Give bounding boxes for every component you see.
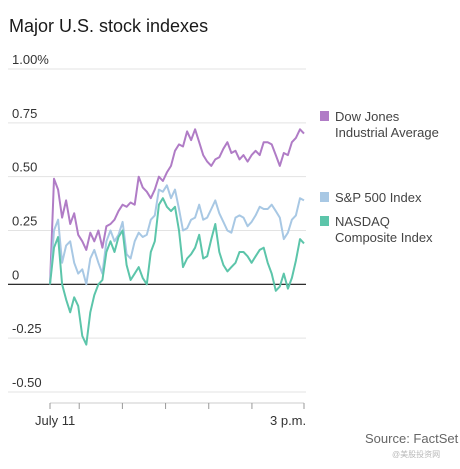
source-note: Source: FactSet [365,431,459,446]
series-line-1 [49,184,305,286]
series-lines [49,128,305,346]
y-axis: 1.00% 0.75 0.50 0.25 0 -0.25 -0.50 [12,52,49,390]
y-tick-label: 0 [12,267,19,282]
series-line-0 [49,128,305,285]
x-tick-label-end: 3 p.m. [270,413,306,428]
legend-label: NASDAQ [335,214,390,229]
legend-label: Composite Index [335,230,433,245]
legend-swatch-1 [320,192,329,202]
chart-title: Major U.S. stock indexes [9,16,209,36]
legend-label: Dow Jones [335,109,400,124]
legend-swatch-2 [320,216,329,226]
y-tick-label: -0.25 [12,321,42,336]
x-tick-label-start: July 11 [35,413,75,428]
legend-label: Industrial Average [335,125,439,140]
y-tick-label: -0.50 [12,375,42,390]
y-tick-label: 1.00% [12,52,49,67]
watermark: @美股投资网 [392,450,441,459]
y-tick-label: 0.25 [12,214,37,229]
legend-label: S&P 500 Index [335,190,422,205]
legend-swatch-0 [320,111,329,121]
y-tick-label: 0.50 [12,160,37,175]
y-tick-label: 0.75 [12,106,37,121]
series-line-2 [49,197,305,346]
x-axis: July 11 3 p.m. [35,402,306,428]
